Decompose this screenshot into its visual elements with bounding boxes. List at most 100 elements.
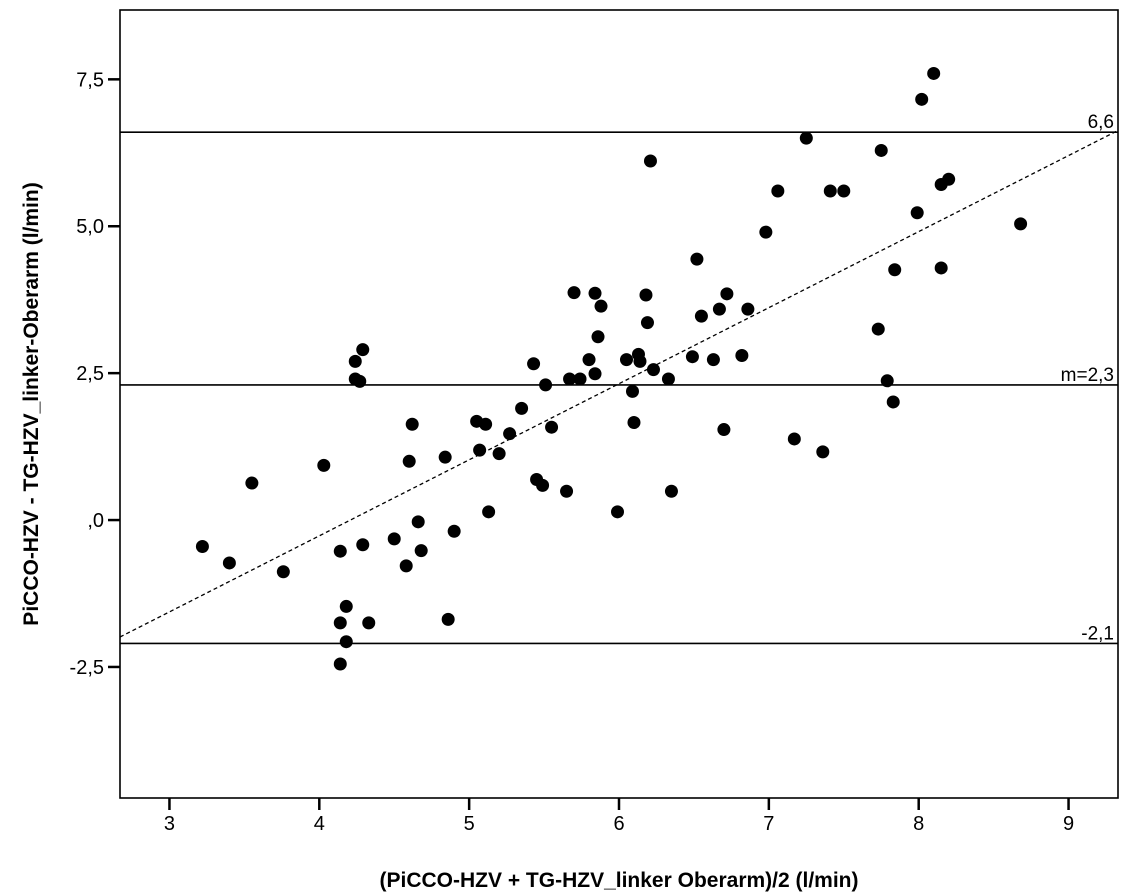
data-point-73 <box>837 184 851 198</box>
data-point-4 <box>317 458 331 472</box>
x-tick-label-4: 7 <box>763 813 774 835</box>
y-axis-ticks: -2,5 ,0 2,5 5,0 7,5 <box>70 69 120 679</box>
data-point-71 <box>816 445 830 459</box>
reference-line-label-0: 6,6 <box>1088 112 1114 133</box>
data-point-22 <box>438 450 452 464</box>
data-point-53 <box>640 316 654 330</box>
data-point-54 <box>643 154 657 168</box>
trend-line <box>119 129 1119 638</box>
data-point-21 <box>414 544 428 558</box>
data-point-49 <box>627 416 641 430</box>
x-tick-label-5: 8 <box>913 813 924 835</box>
reference-line-label-1: m=2,3 <box>1061 365 1114 386</box>
data-point-68 <box>771 184 785 198</box>
data-point-5 <box>333 544 347 558</box>
data-point-62 <box>712 302 726 316</box>
data-point-40 <box>573 372 587 386</box>
data-point-69 <box>787 432 801 446</box>
data-point-59 <box>690 252 704 266</box>
trend-line-group <box>119 129 1119 638</box>
x-tick-label-6: 9 <box>1063 813 1074 835</box>
data-point-61 <box>706 353 720 367</box>
data-point-65 <box>735 349 749 363</box>
data-point-67 <box>759 225 773 239</box>
data-point-85 <box>1014 217 1028 231</box>
data-point-44 <box>591 330 605 344</box>
data-point-79 <box>910 206 924 220</box>
data-point-30 <box>503 427 517 441</box>
data-point-47 <box>619 353 633 367</box>
x-tick-label-1: 4 <box>314 813 325 835</box>
data-point-15 <box>362 616 376 630</box>
data-point-55 <box>646 363 660 377</box>
data-point-14 <box>356 538 370 552</box>
x-axis-ticks: 3 4 5 6 7 8 9 <box>164 798 1074 835</box>
data-point-84 <box>942 172 956 186</box>
data-point-80 <box>915 92 929 106</box>
data-point-6 <box>333 616 347 630</box>
data-point-76 <box>880 374 894 388</box>
data-point-3 <box>276 565 290 579</box>
data-point-45 <box>594 299 608 313</box>
data-point-23 <box>441 612 455 626</box>
y-tick-label-2: 2,5 <box>76 363 104 385</box>
x-tick-label-3: 6 <box>613 813 624 835</box>
data-point-12 <box>353 374 367 388</box>
data-point-19 <box>405 417 419 431</box>
y-axis-title: PiCCO-HZV - TG-HZV_linker-Oberarm (l/min… <box>20 182 43 625</box>
data-point-28 <box>482 505 496 519</box>
data-point-41 <box>582 353 596 367</box>
data-point-26 <box>473 443 487 457</box>
data-point-10 <box>348 354 362 368</box>
data-point-13 <box>356 343 370 357</box>
data-point-43 <box>588 367 602 381</box>
data-point-7 <box>333 657 347 671</box>
data-point-78 <box>888 263 902 277</box>
y-tick-label-0: -2,5 <box>70 657 104 679</box>
data-point-74 <box>871 322 885 336</box>
x-tick-label-2: 5 <box>464 813 475 835</box>
data-point-46 <box>611 505 625 519</box>
reference-lines-group: 6,6 m=2,3 -2,1 <box>120 112 1118 644</box>
y-tick-label-3: 5,0 <box>76 216 104 238</box>
data-point-8 <box>339 599 353 613</box>
data-point-72 <box>823 184 837 198</box>
data-point-77 <box>886 395 900 409</box>
data-point-36 <box>545 420 559 434</box>
data-point-17 <box>399 559 413 573</box>
data-point-31 <box>515 401 529 415</box>
data-point-16 <box>387 532 401 546</box>
data-point-34 <box>536 478 550 492</box>
data-point-58 <box>685 350 699 364</box>
data-point-27 <box>479 417 493 431</box>
data-point-37 <box>560 484 574 498</box>
data-point-39 <box>567 286 581 300</box>
y-tick-label-4: 7,5 <box>76 69 104 91</box>
data-point-0 <box>195 539 209 553</box>
data-point-64 <box>720 287 734 301</box>
data-point-1 <box>222 556 236 570</box>
data-point-70 <box>799 131 813 145</box>
data-point-57 <box>664 484 678 498</box>
data-point-2 <box>245 476 259 490</box>
data-point-66 <box>741 302 755 316</box>
data-point-42 <box>588 286 602 300</box>
data-point-51 <box>633 354 647 368</box>
data-point-63 <box>717 423 731 437</box>
data-point-38 <box>563 372 577 386</box>
data-point-18 <box>402 454 416 468</box>
x-axis-title: (PiCCO-HZV + TG-HZV_linker Oberarm)/2 (l… <box>380 869 859 892</box>
y-tick-label-1: ,0 <box>87 510 104 532</box>
data-point-35 <box>539 378 553 392</box>
data-point-32 <box>527 357 541 371</box>
data-point-48 <box>625 384 639 398</box>
reference-line-label-2: -2,1 <box>1081 623 1114 644</box>
data-point-9 <box>339 635 353 649</box>
data-point-20 <box>411 515 425 529</box>
x-tick-label-0: 3 <box>164 813 175 835</box>
data-point-24 <box>447 524 461 538</box>
data-point-75 <box>874 143 888 157</box>
data-point-81 <box>927 66 941 80</box>
